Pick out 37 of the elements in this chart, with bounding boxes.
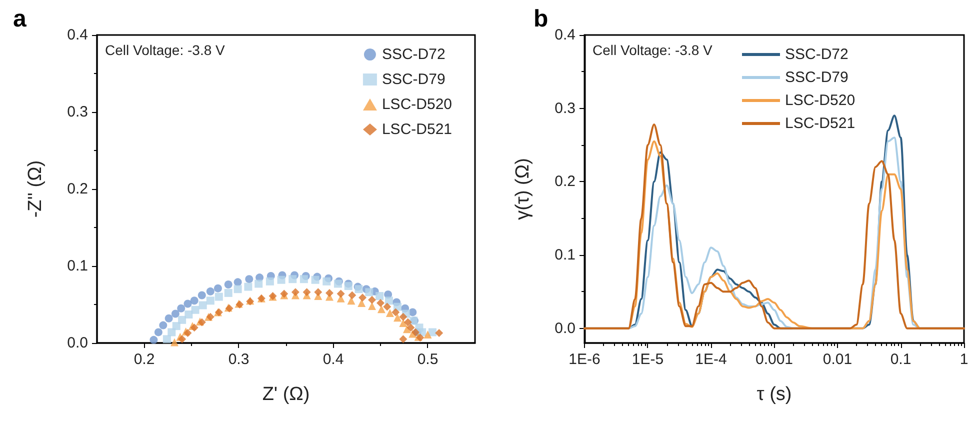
legend-label: LSC-D520	[784, 92, 855, 109]
annotation: Cell Voltage: -3.8 V	[105, 42, 226, 58]
legend-label: LSC-D521	[382, 121, 452, 138]
x-tick-label: 1E-6	[568, 351, 600, 368]
x-tick-label: 0.3	[228, 351, 250, 368]
legend-label: SSC-D79	[382, 71, 446, 88]
chart-title: b	[533, 6, 548, 32]
y-tick-label: 0.3	[67, 104, 88, 120]
x-tick-label: 0.5	[417, 351, 438, 368]
annotation: Cell Voltage: -3.8 V	[592, 42, 713, 58]
chart-title: a	[13, 6, 27, 32]
legend-label: LSC-D521	[784, 115, 855, 132]
x-axis-title: Z' (Ω)	[262, 384, 310, 405]
x-tick-label: 1E-4	[694, 351, 726, 368]
y-axis-title: γ(τ) (Ω)	[512, 158, 533, 220]
x-tick-label: 0.2	[134, 351, 155, 368]
y-tick-label: 0.4	[67, 26, 88, 44]
x-axis-title: τ (s)	[756, 384, 792, 405]
legend-label: LSC-D520	[382, 96, 452, 113]
legend-label: SSC-D72	[382, 46, 446, 63]
y-axis-title: -Z'' (Ω)	[25, 160, 46, 218]
y-tick-label: 0.4	[554, 26, 575, 44]
x-tick-label: 0.1	[890, 351, 911, 368]
legend-label: SSC-D79	[784, 69, 848, 86]
x-tick-label: 1E-5	[631, 351, 664, 368]
y-tick-label: 0.2	[554, 173, 575, 190]
y-tick-label: 0.2	[67, 180, 88, 198]
y-tick-label: 0.3	[554, 100, 575, 117]
x-tick-label: 0.4	[322, 351, 344, 368]
legend-label: SSC-D72	[784, 46, 848, 63]
x-tick-label: 1	[959, 351, 968, 368]
y-tick-label: 0.0	[554, 320, 575, 337]
y-tick-label: 0.1	[554, 246, 575, 264]
x-tick-label: 0.001	[754, 351, 793, 368]
y-tick-label: 0.1	[67, 258, 88, 274]
y-tick-label: 0.0	[67, 334, 88, 352]
x-tick-label: 0.01	[822, 351, 852, 368]
